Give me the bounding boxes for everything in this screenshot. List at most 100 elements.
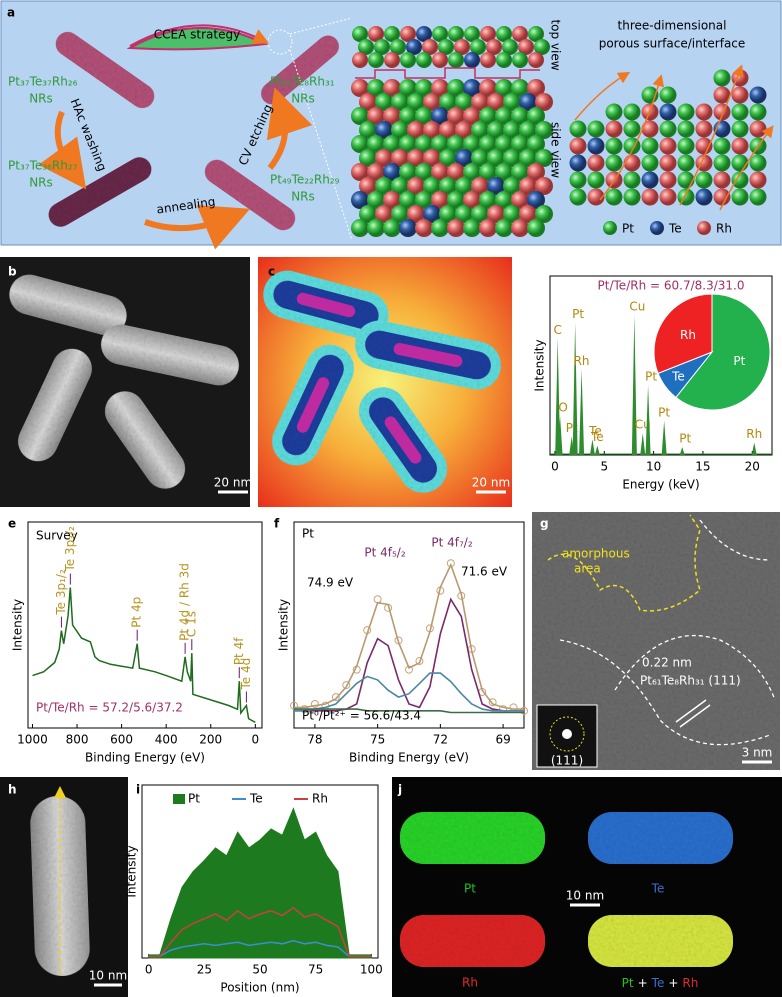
atom	[487, 149, 505, 167]
rod-formula: Pt₃₇Te₃₇Rh₂₆	[8, 75, 78, 89]
atom	[527, 191, 545, 209]
atom	[471, 121, 489, 139]
region-label: area	[574, 562, 601, 576]
atom	[367, 135, 385, 153]
atom	[471, 93, 489, 111]
peak-label: Te	[590, 430, 604, 444]
rod-body	[9, 274, 127, 336]
panel-letter: a	[7, 6, 15, 20]
peak	[594, 445, 600, 455]
atom	[659, 188, 677, 206]
atom	[479, 79, 497, 97]
annotation: Pt⁰/Pt²⁺ = 56.6/43.4	[302, 709, 421, 723]
data-point	[488, 698, 497, 707]
scale-label: 10 nm	[566, 889, 604, 903]
atom	[713, 86, 731, 104]
x-tick-label: 800	[66, 733, 89, 747]
atom	[455, 93, 473, 111]
atom	[677, 103, 695, 121]
atom	[731, 171, 749, 189]
x-tick-label: 10	[646, 460, 661, 474]
strategy-arc	[126, 26, 269, 51]
scale-label: 3 nm	[742, 746, 773, 760]
atom	[695, 188, 713, 206]
peak	[645, 384, 651, 455]
atom	[352, 26, 368, 42]
legend-label: Pt	[188, 792, 200, 806]
atom	[641, 137, 659, 155]
atom	[511, 191, 529, 209]
peak-label: Pt 4f₇/₂	[431, 536, 472, 550]
atom	[447, 219, 465, 237]
nanorod	[48, 157, 152, 227]
peak	[572, 322, 578, 455]
zoom-line	[289, 17, 353, 35]
atom	[367, 107, 385, 125]
atom	[495, 79, 513, 97]
x-tick-label: 69	[495, 733, 510, 747]
x-tick-label: 400	[155, 733, 178, 747]
fft-inset	[536, 704, 598, 768]
atom	[471, 205, 489, 223]
panel-letter: g	[540, 517, 549, 531]
atom	[512, 26, 528, 42]
peak-label: Pt 4p	[130, 597, 144, 628]
atom	[659, 154, 677, 172]
legend-swatch	[173, 794, 185, 804]
atom	[659, 120, 677, 138]
spacing-label: 0.22 nm	[642, 656, 692, 670]
rod-body	[101, 324, 239, 386]
pie-slice	[653, 293, 713, 375]
atom	[454, 39, 470, 55]
atom	[448, 52, 464, 68]
atom	[480, 26, 496, 42]
atom	[496, 52, 512, 68]
atom	[623, 120, 641, 138]
atom	[569, 188, 587, 206]
atom	[479, 107, 497, 125]
atom	[359, 205, 377, 223]
atom	[358, 39, 374, 55]
atom	[486, 39, 502, 55]
haadf-rod	[9, 274, 127, 336]
heatmap-rod	[358, 387, 448, 493]
atom	[479, 219, 497, 237]
y-axis-label: Intensity	[11, 599, 25, 651]
atom	[511, 163, 529, 181]
atom	[641, 188, 659, 206]
element-map	[588, 915, 733, 967]
lattice-mark	[675, 699, 707, 723]
x-tick-label: 25	[197, 963, 212, 977]
peak-label: Te 4d	[239, 658, 253, 691]
peak	[679, 447, 685, 455]
atom	[439, 177, 457, 195]
atom	[374, 39, 390, 55]
peak-label: Te 3p₃/₂	[63, 526, 77, 573]
atom	[367, 191, 385, 209]
atom	[463, 219, 481, 237]
peak-label: Pt	[572, 307, 584, 321]
atom	[587, 137, 605, 155]
x-tick-label: 50	[252, 963, 267, 977]
atom	[407, 149, 425, 167]
atom	[352, 52, 368, 68]
atom	[535, 177, 553, 195]
legend-label: Te	[668, 222, 682, 236]
chart-title: Pt	[302, 527, 314, 541]
panel-letter: e	[8, 517, 16, 531]
peak	[640, 433, 646, 455]
x-axis-label: Binding Energy (eV)	[349, 751, 469, 765]
atom	[439, 93, 457, 111]
map-label: Rh	[462, 976, 478, 990]
atom	[383, 107, 401, 125]
atom	[731, 137, 749, 155]
atom	[423, 177, 441, 195]
atom	[503, 121, 521, 139]
atom	[367, 79, 385, 97]
rod-suffix: NRs	[291, 92, 315, 106]
atom	[399, 107, 417, 125]
atom	[641, 120, 659, 138]
strategy-label: CCEA strategy	[154, 28, 240, 42]
x-tick-label: 0	[251, 733, 259, 747]
region-label: amorphous	[562, 547, 630, 561]
